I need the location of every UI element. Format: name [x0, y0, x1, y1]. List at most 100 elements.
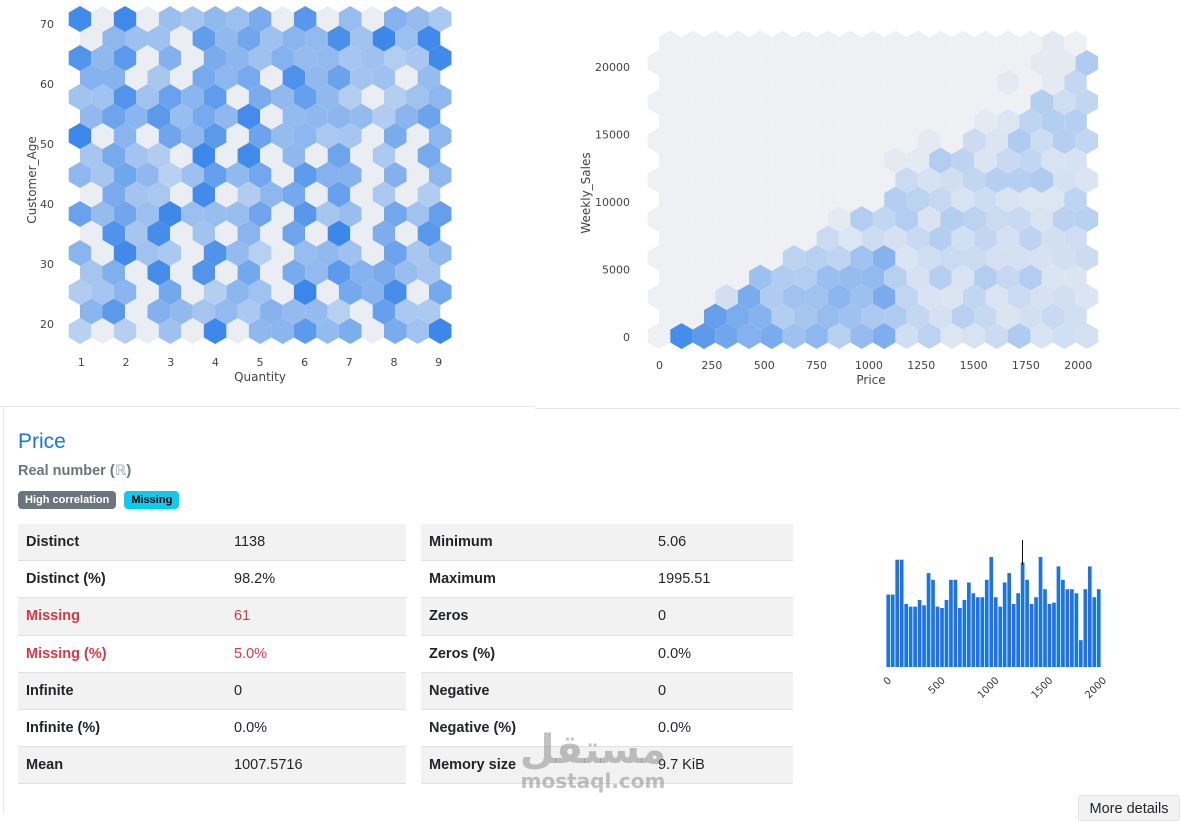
x-axis-label: Quantity [234, 370, 286, 384]
stat-left-value: 1138 [226, 524, 406, 562]
hex-cell [113, 279, 137, 305]
hex-cell [827, 323, 851, 349]
hex-cell [1030, 89, 1053, 115]
hex-cell [192, 142, 216, 169]
hex-cell [429, 123, 452, 149]
hex-cell [417, 103, 441, 130]
hex-cell [203, 279, 227, 305]
histogram-bar [1052, 602, 1056, 667]
hex-cell [963, 206, 986, 232]
hex-cell [839, 303, 862, 330]
hex-cell [113, 318, 137, 344]
hex-cell [974, 69, 997, 96]
y-tick-label: 20000 [595, 61, 630, 74]
hex-cell [158, 162, 182, 188]
hex-cell [659, 186, 682, 213]
hex-cell [1041, 147, 1065, 174]
hex-cell [647, 323, 671, 349]
hex-cell [260, 142, 283, 169]
hex-cell [760, 89, 783, 115]
hex-cell [237, 64, 261, 91]
x-tick-label: 1500 [960, 359, 988, 372]
stat-left-row: Missing (%) 5.0% [18, 635, 406, 673]
hex-cell [906, 186, 930, 213]
hex-cell [760, 284, 783, 310]
histogram-bar [1029, 603, 1034, 667]
histogram-bar [1083, 589, 1088, 667]
hex-cell [850, 206, 873, 232]
hex-cell [1019, 69, 1042, 96]
hex-cells [68, 6, 452, 344]
hex-cell [1053, 245, 1076, 271]
hex-cell [1008, 50, 1031, 76]
hex-cell [372, 259, 396, 286]
hex-cell [136, 318, 159, 344]
stat-left-key: Mean [18, 746, 226, 785]
hex-cell [327, 103, 351, 130]
hex-cell [170, 220, 193, 247]
hex-cell [996, 186, 1020, 213]
x-tick-label: 1250 [907, 359, 935, 372]
hex-cell [125, 220, 148, 247]
hex-cell [293, 318, 317, 344]
hexbin-quantity-customer-age: 1 2 3 4 5 6 7 8 9 20 30 40 50 60 70 Quantity Customer_Ag… [25, 6, 452, 384]
histogram-bar [1016, 593, 1020, 667]
hex-cell [749, 108, 772, 135]
hex-cell [305, 298, 328, 325]
hex-cell [226, 123, 249, 149]
text-cursor [1022, 540, 1023, 565]
hex-cell [384, 240, 407, 266]
hex-cell [816, 108, 840, 135]
hex-cell [305, 220, 328, 247]
hex-cell [80, 259, 103, 286]
hex-cell [327, 259, 351, 286]
hex-cell [136, 84, 159, 110]
hex-cell [940, 128, 963, 154]
hex-cell [147, 25, 171, 52]
histogram-bar [993, 597, 998, 667]
hex-cell [782, 167, 806, 193]
hex-cell [113, 45, 137, 71]
hex-cell [192, 259, 216, 286]
x-tick-label: 5 [257, 356, 264, 369]
hex-cell [1008, 323, 1031, 349]
histogram-bar [1061, 579, 1065, 667]
hex-cell [260, 64, 283, 91]
hex-cell [1053, 206, 1076, 232]
histogram-bar [931, 579, 935, 667]
hex-cell [963, 284, 986, 310]
hex-cell [816, 303, 840, 330]
hex-cell [395, 181, 418, 208]
hex-cell [361, 162, 384, 188]
hex-cell [316, 6, 339, 32]
hex-cell [704, 108, 727, 135]
variable-title[interactable]: Price [18, 430, 66, 453]
hex-cell [181, 123, 204, 149]
hex-cell [147, 259, 171, 286]
hex-cell [726, 147, 750, 174]
histogram-bar [949, 579, 953, 667]
hex-cell [951, 147, 975, 174]
y-tick-label: 70 [40, 18, 54, 31]
hex-cell [80, 142, 103, 169]
hex-cell [203, 318, 227, 344]
hex-cell [985, 167, 1008, 193]
hex-cell [794, 186, 817, 213]
hex-cell [872, 50, 896, 76]
hex-cell [771, 108, 795, 135]
hex-cell [1030, 128, 1053, 154]
hex-cell [338, 201, 362, 227]
hex-cell [827, 167, 851, 193]
hex-cell [692, 284, 716, 310]
hex-cell [91, 84, 114, 110]
hex-cell [884, 186, 907, 213]
hex-cell [429, 6, 452, 32]
hex-cell [929, 225, 952, 252]
hex-cell [282, 25, 306, 52]
hex-cell [951, 264, 975, 291]
hex-cell [1041, 30, 1065, 57]
stat-left-value: 61 [226, 597, 406, 636]
hex-cell [771, 225, 795, 252]
more-details-button[interactable]: More details [1078, 795, 1180, 821]
hex-cell [248, 240, 272, 266]
